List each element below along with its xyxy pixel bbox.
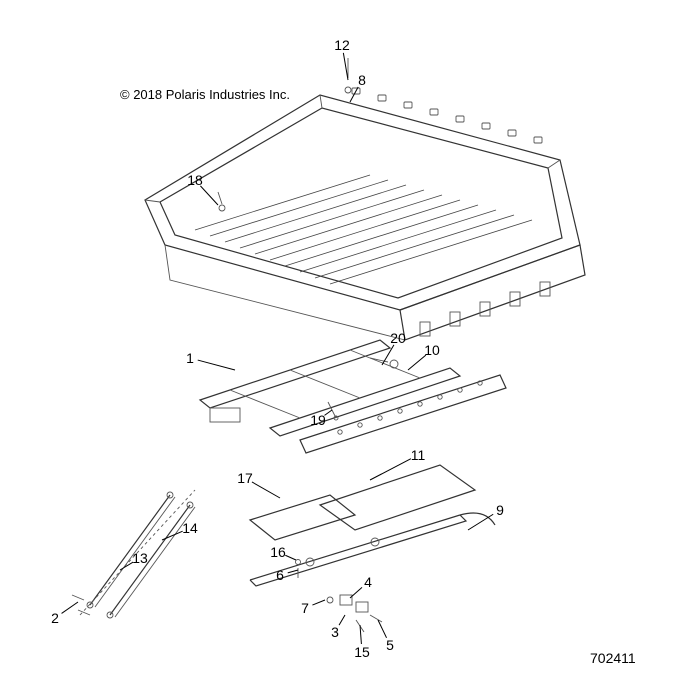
leader-10 bbox=[408, 355, 426, 370]
leader-7 bbox=[312, 600, 325, 605]
leader-12 bbox=[343, 53, 348, 80]
callout-17: 17 bbox=[237, 470, 253, 486]
callout-1: 1 bbox=[186, 350, 194, 366]
callout-15: 15 bbox=[354, 644, 370, 660]
callout-16: 16 bbox=[270, 544, 286, 560]
leader-6 bbox=[288, 570, 298, 573]
callout-4: 4 bbox=[364, 574, 372, 590]
callout-9: 9 bbox=[496, 502, 504, 518]
callout-18: 18 bbox=[187, 172, 203, 188]
leader-5 bbox=[378, 620, 387, 638]
callout-11: 11 bbox=[411, 447, 426, 463]
callout-2: 2 bbox=[51, 610, 59, 626]
callout-13: 13 bbox=[132, 550, 148, 566]
callout-8: 8 bbox=[358, 72, 366, 88]
leader-2 bbox=[62, 602, 78, 613]
callout-5: 5 bbox=[386, 637, 394, 653]
diagram-stage: { "meta": { "copyright": "© 2018 Polaris… bbox=[0, 0, 700, 700]
drawing-id: 702411 bbox=[590, 650, 636, 666]
callout-19: 19 bbox=[310, 412, 326, 428]
callout-12: 12 bbox=[334, 37, 350, 53]
parts-illustration bbox=[0, 0, 700, 700]
callout-10: 10 bbox=[424, 342, 440, 358]
leader-16 bbox=[285, 555, 296, 560]
box-frame bbox=[200, 340, 506, 453]
callout-6: 6 bbox=[276, 567, 284, 583]
small-fasteners bbox=[296, 560, 301, 579]
callout-3: 3 bbox=[331, 624, 339, 640]
copyright-text: © 2018 Polaris Industries Inc. bbox=[120, 87, 290, 102]
leader-3 bbox=[339, 615, 345, 625]
leader-18 bbox=[200, 186, 218, 205]
callout-20: 20 bbox=[390, 330, 406, 346]
leader-17 bbox=[252, 482, 280, 498]
leader-4 bbox=[350, 587, 362, 598]
callout-14: 14 bbox=[182, 520, 198, 536]
leader-9 bbox=[468, 514, 493, 530]
leader-1 bbox=[198, 360, 235, 370]
callout-7: 7 bbox=[301, 600, 309, 616]
